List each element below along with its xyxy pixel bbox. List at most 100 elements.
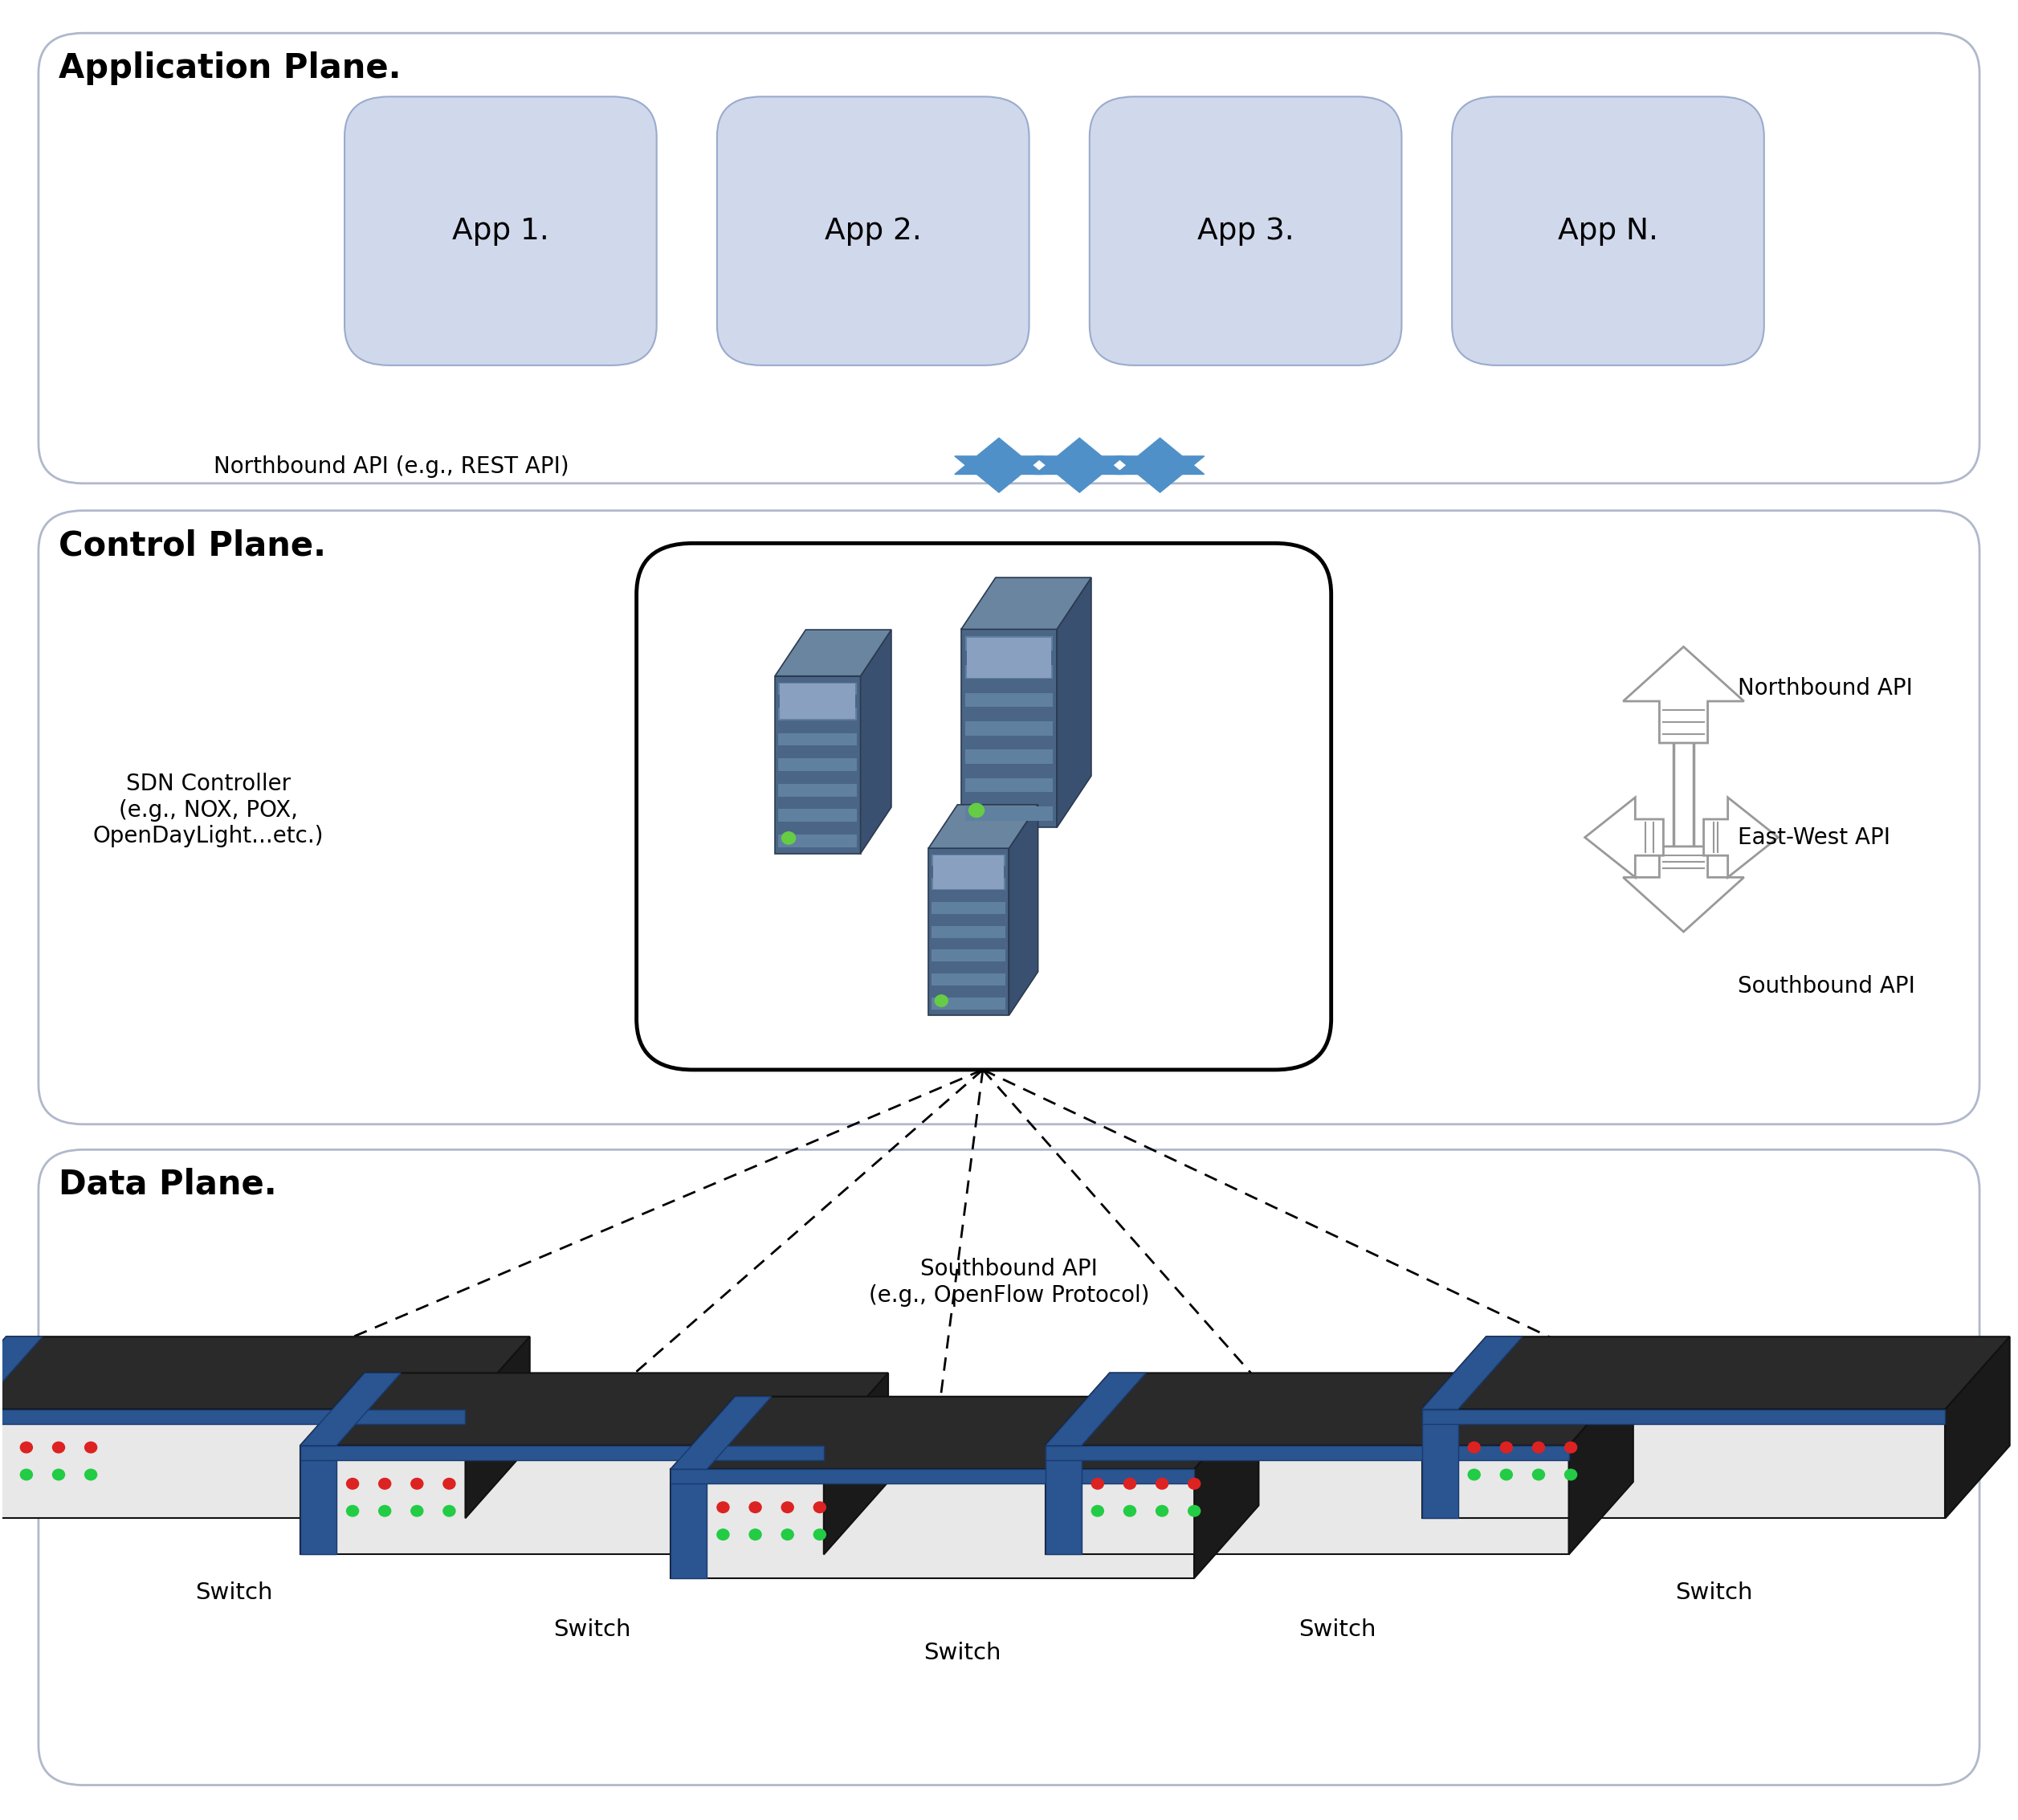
Polygon shape <box>779 759 858 772</box>
Polygon shape <box>932 926 1005 937</box>
Polygon shape <box>779 810 858 823</box>
Text: Southbound API: Southbound API <box>1737 976 1915 997</box>
Polygon shape <box>301 1445 337 1554</box>
Polygon shape <box>965 693 1053 708</box>
Text: Switch: Switch <box>1298 1618 1376 1640</box>
Polygon shape <box>779 733 858 746</box>
Polygon shape <box>301 1445 823 1554</box>
Polygon shape <box>781 684 856 719</box>
Circle shape <box>813 1501 825 1512</box>
Text: Southbound API
(e.g., OpenFlow Protocol): Southbound API (e.g., OpenFlow Protocol) <box>868 1258 1150 1307</box>
Circle shape <box>1092 1505 1104 1516</box>
Polygon shape <box>0 1336 42 1409</box>
FancyBboxPatch shape <box>716 96 1029 366</box>
Polygon shape <box>466 1336 531 1518</box>
Polygon shape <box>1423 1409 1945 1518</box>
Polygon shape <box>1584 797 1663 877</box>
Polygon shape <box>779 682 858 695</box>
Polygon shape <box>670 1396 1259 1469</box>
Text: App 2.: App 2. <box>825 217 922 246</box>
Polygon shape <box>965 750 1053 764</box>
Circle shape <box>347 1505 359 1516</box>
Polygon shape <box>965 777 1053 792</box>
FancyBboxPatch shape <box>1453 96 1764 366</box>
Polygon shape <box>670 1469 1195 1578</box>
Circle shape <box>1467 1441 1479 1452</box>
Text: SDN Controller
(e.g., NOX, POX,
OpenDayLight...etc.): SDN Controller (e.g., NOX, POX, OpenDayL… <box>93 774 323 848</box>
Circle shape <box>781 1529 793 1540</box>
Circle shape <box>1124 1505 1136 1516</box>
Polygon shape <box>1622 646 1744 743</box>
Text: App N.: App N. <box>1558 217 1659 246</box>
Polygon shape <box>1045 1445 1568 1460</box>
Polygon shape <box>967 637 1051 677</box>
Polygon shape <box>1057 577 1092 828</box>
Circle shape <box>1156 1505 1168 1516</box>
Polygon shape <box>1568 1372 1633 1554</box>
Circle shape <box>781 832 795 844</box>
Polygon shape <box>932 997 1005 1010</box>
Polygon shape <box>1045 1445 1568 1554</box>
Polygon shape <box>0 1336 531 1409</box>
Text: Switch: Switch <box>553 1618 632 1640</box>
Polygon shape <box>955 457 1043 493</box>
Polygon shape <box>932 950 1005 961</box>
Polygon shape <box>965 637 1053 650</box>
Circle shape <box>379 1505 391 1516</box>
FancyBboxPatch shape <box>38 33 1980 484</box>
Polygon shape <box>955 439 1043 475</box>
Polygon shape <box>670 1469 1195 1483</box>
Circle shape <box>444 1505 456 1516</box>
Text: Northbound API (e.g., REST API): Northbound API (e.g., REST API) <box>214 455 569 479</box>
Circle shape <box>934 996 948 1006</box>
Polygon shape <box>928 848 1009 1016</box>
Text: App 1.: App 1. <box>452 217 549 246</box>
Polygon shape <box>1045 1372 1146 1445</box>
Circle shape <box>749 1501 761 1512</box>
Circle shape <box>1092 1478 1104 1489</box>
Circle shape <box>1156 1478 1168 1489</box>
Text: East-West API: East-West API <box>1737 826 1891 848</box>
Polygon shape <box>779 835 858 846</box>
FancyBboxPatch shape <box>1090 96 1403 366</box>
Circle shape <box>1189 1505 1201 1516</box>
Polygon shape <box>1423 1409 1459 1518</box>
Polygon shape <box>779 784 858 797</box>
Polygon shape <box>932 854 1005 866</box>
Polygon shape <box>979 457 1019 475</box>
Polygon shape <box>301 1445 823 1460</box>
FancyBboxPatch shape <box>38 511 1980 1125</box>
FancyBboxPatch shape <box>38 1150 1980 1785</box>
Polygon shape <box>1195 1396 1259 1578</box>
Polygon shape <box>670 1396 771 1469</box>
Text: App 3.: App 3. <box>1197 217 1294 246</box>
Polygon shape <box>670 1469 706 1578</box>
Polygon shape <box>775 675 860 854</box>
Polygon shape <box>1045 1372 1633 1445</box>
Circle shape <box>85 1441 97 1452</box>
Polygon shape <box>1423 1409 1945 1423</box>
Circle shape <box>1564 1469 1576 1480</box>
Polygon shape <box>1009 804 1037 1016</box>
Circle shape <box>444 1478 456 1489</box>
Circle shape <box>85 1469 97 1480</box>
Circle shape <box>20 1441 32 1452</box>
Polygon shape <box>1116 457 1205 493</box>
Polygon shape <box>823 1372 888 1554</box>
Text: Control Plane.: Control Plane. <box>59 530 327 562</box>
Polygon shape <box>1622 846 1744 932</box>
Polygon shape <box>932 877 1005 890</box>
Polygon shape <box>1045 1445 1082 1554</box>
Text: Northbound API: Northbound API <box>1737 677 1913 699</box>
Polygon shape <box>965 721 1053 735</box>
Circle shape <box>1467 1469 1479 1480</box>
Circle shape <box>412 1505 424 1516</box>
Polygon shape <box>961 577 1092 630</box>
FancyBboxPatch shape <box>636 542 1332 1070</box>
Polygon shape <box>860 630 892 854</box>
Polygon shape <box>0 1409 466 1423</box>
Circle shape <box>1189 1478 1201 1489</box>
Text: Switch: Switch <box>1675 1582 1752 1603</box>
Polygon shape <box>1035 457 1124 493</box>
Polygon shape <box>1703 797 1778 877</box>
